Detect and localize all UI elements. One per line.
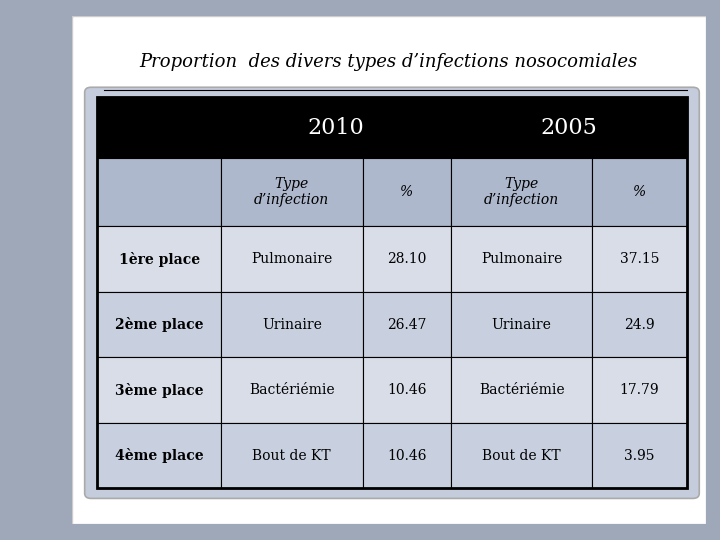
Bar <box>97 226 221 292</box>
Text: Bout de KT: Bout de KT <box>253 449 331 463</box>
Bar <box>593 226 687 292</box>
Bar <box>593 357 687 423</box>
Bar <box>362 292 451 357</box>
Text: 28.10: 28.10 <box>387 252 426 266</box>
Bar <box>97 292 221 357</box>
Bar <box>362 226 451 292</box>
Text: 4ème place: 4ème place <box>115 448 204 463</box>
Text: 2ème place: 2ème place <box>115 317 204 332</box>
Text: Type
d’infection: Type d’infection <box>484 177 559 207</box>
Text: Bactériémie: Bactériémie <box>479 383 564 397</box>
Bar <box>593 423 687 488</box>
Text: 2005: 2005 <box>541 117 597 139</box>
Bar <box>221 357 362 423</box>
Bar <box>221 97 451 158</box>
Text: Type
d’infection: Type d’infection <box>254 177 329 207</box>
Text: 3ème place: 3ème place <box>115 382 204 397</box>
Bar <box>97 97 687 488</box>
Text: 1ère place: 1ère place <box>119 252 199 267</box>
Bar <box>451 357 593 423</box>
Bar <box>451 158 593 226</box>
Text: 37.15: 37.15 <box>620 252 660 266</box>
Text: 10.46: 10.46 <box>387 383 426 397</box>
Bar <box>451 292 593 357</box>
Text: %: % <box>400 185 413 199</box>
Text: 17.79: 17.79 <box>620 383 660 397</box>
Bar <box>221 423 362 488</box>
Text: 3.95: 3.95 <box>624 449 654 463</box>
Bar <box>451 97 687 158</box>
Bar <box>97 158 221 226</box>
Bar <box>362 423 451 488</box>
Bar <box>362 357 451 423</box>
Text: Bactériémie: Bactériémie <box>249 383 335 397</box>
Text: Bout de KT: Bout de KT <box>482 449 561 463</box>
Bar <box>221 292 362 357</box>
Bar <box>97 423 221 488</box>
Bar <box>593 292 687 357</box>
Text: Pulmonaire: Pulmonaire <box>251 252 333 266</box>
Bar <box>593 158 687 226</box>
Bar <box>221 158 362 226</box>
Bar <box>451 226 593 292</box>
Text: %: % <box>633 185 646 199</box>
FancyBboxPatch shape <box>85 87 699 498</box>
Text: 10.46: 10.46 <box>387 449 426 463</box>
Text: Urinaire: Urinaire <box>262 318 322 332</box>
Text: 24.9: 24.9 <box>624 318 654 332</box>
Text: Proportion  des divers types d’infections nosocomiales: Proportion des divers types d’infections… <box>140 53 638 71</box>
Text: 2010: 2010 <box>307 117 364 139</box>
Bar <box>451 423 593 488</box>
Bar <box>362 158 451 226</box>
Bar <box>97 97 221 158</box>
Bar <box>97 357 221 423</box>
Text: Pulmonaire: Pulmonaire <box>481 252 562 266</box>
Text: Urinaire: Urinaire <box>492 318 552 332</box>
Bar <box>221 226 362 292</box>
Text: 26.47: 26.47 <box>387 318 426 332</box>
